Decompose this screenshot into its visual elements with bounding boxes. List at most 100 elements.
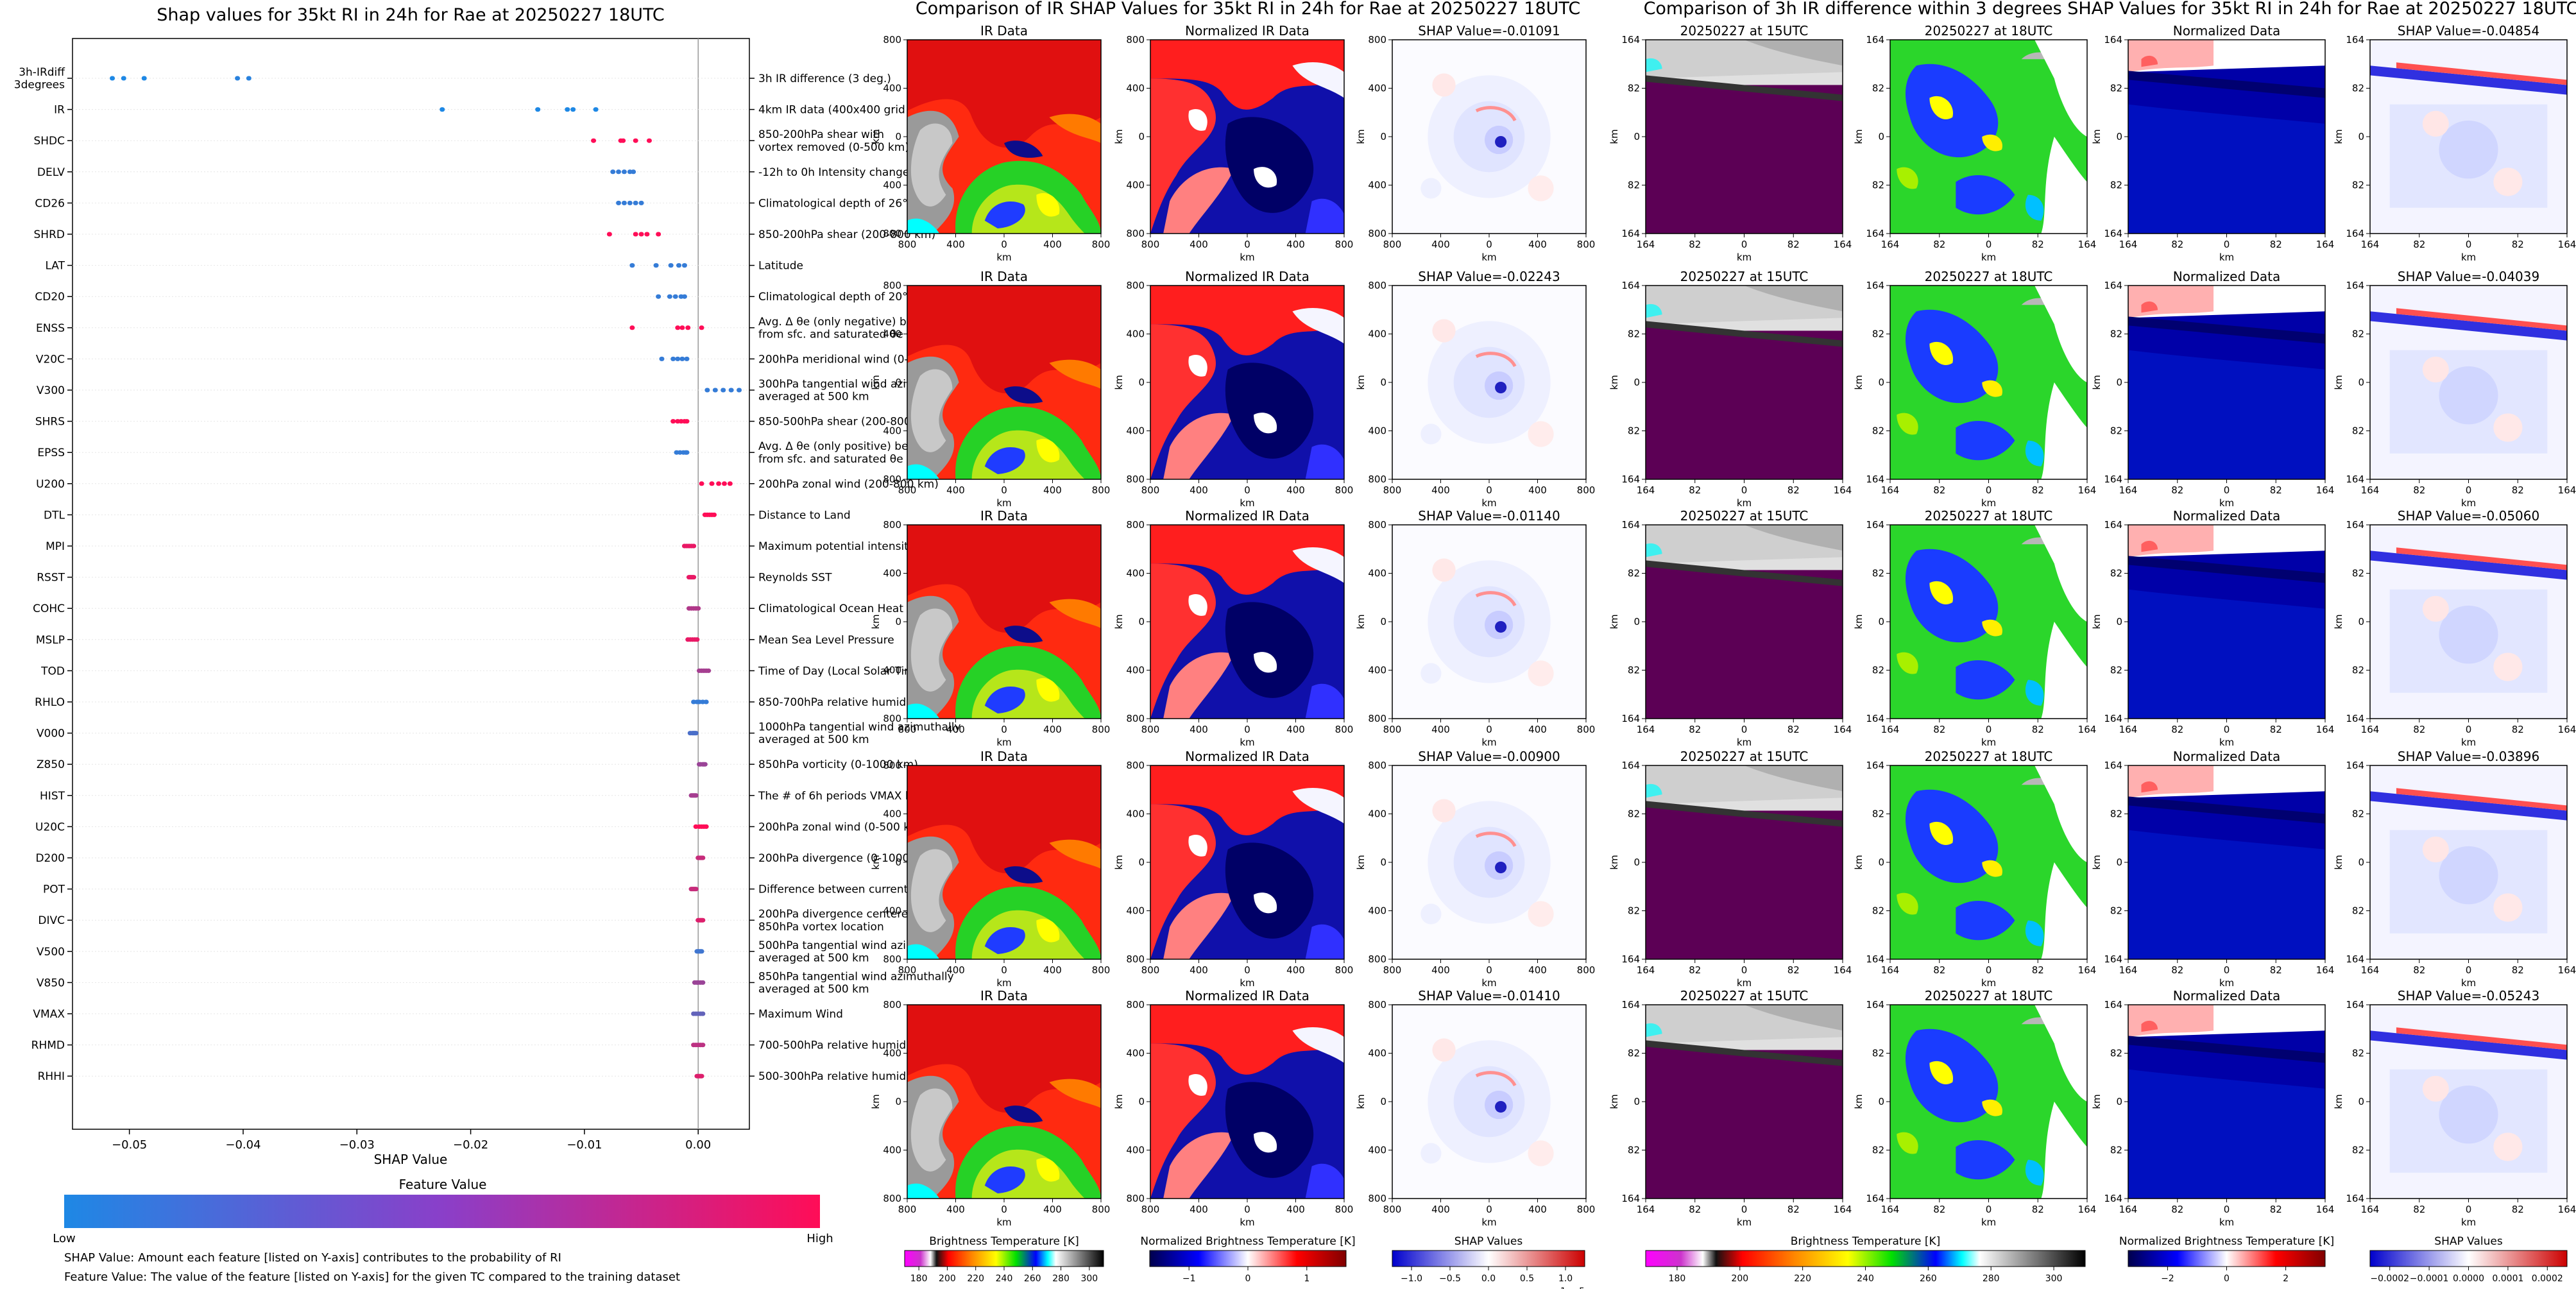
feature-name-epss: EPSS	[37, 447, 65, 459]
map-xtick-label: 164	[2078, 239, 2097, 250]
map-panel	[907, 525, 1101, 719]
map-xtick-label: 0	[2224, 964, 2230, 976]
map-ytick-label: 164	[2104, 999, 2122, 1011]
feature-name-u20c: U20C	[35, 821, 65, 833]
map-image	[1392, 40, 1586, 234]
feature-name-v500-line: V500	[37, 946, 65, 959]
map-ytick-label: 82	[2352, 808, 2364, 820]
shap-note: SHAP Value: Amount each feature [listed …	[64, 1251, 561, 1265]
map-ytick-label: 82	[1628, 905, 1640, 917]
map-xlabel: km	[1737, 497, 1752, 509]
feature-desc-line: Latitude	[758, 260, 803, 273]
map-xtick-label: 164	[2078, 724, 2097, 735]
map-xtick-label: 82	[2270, 1204, 2282, 1215]
map-image	[1150, 765, 1344, 959]
shap-point	[691, 543, 697, 549]
colorbar-tick-label: 260	[1920, 1274, 1937, 1284]
left-title: Shap values for 35kt RI in 24h for Rae a…	[157, 5, 665, 25]
shap-point	[621, 200, 627, 205]
feature-name-hist-line: HIST	[40, 790, 65, 803]
beeswarm-plot: −0.05 −0.04 −0.03 −0.02 −0.01 0.00 3h-IRdiff 3d…	[14, 38, 1021, 1152]
x-tick-label: −0.02	[453, 1138, 488, 1152]
map-xlabel: km	[1240, 737, 1254, 748]
map-image	[2370, 525, 2567, 719]
map-ytick-label: 800	[1368, 474, 1386, 485]
map-xlabel: km	[1737, 1216, 1752, 1228]
map-ytick-label: 400	[1126, 665, 1145, 676]
feature-desc-line: 300hPa tangential wind azimuthally	[758, 378, 954, 391]
map-ytick-label: 82	[2110, 1145, 2122, 1156]
map-xtick-label: 0	[1244, 964, 1250, 976]
map-ytick-label: 164	[2104, 713, 2122, 724]
map-ylabel: km	[1853, 1094, 1864, 1109]
map-panel	[907, 1005, 1101, 1199]
map-xtick-label: 82	[1689, 964, 1701, 976]
feature-desc-line: 850hPa tangential wind azimuthally	[758, 970, 954, 983]
feature-name-v000: V000	[37, 728, 65, 740]
map-ytick-label: 164	[2346, 34, 2364, 46]
map-xlabel: km	[1981, 252, 1996, 263]
map-ylabel: km	[1355, 614, 1367, 629]
shap-point	[629, 325, 635, 330]
map-panel	[2128, 525, 2325, 719]
map-title: Normalized Data	[2173, 23, 2281, 38]
map-xtick-label: 82	[1689, 239, 1701, 250]
colorbar-label: SHAP Values	[2434, 1235, 2503, 1248]
map-xtick-label: 164	[1881, 724, 1900, 735]
map-ytick-label: 82	[1628, 180, 1640, 191]
map-ytick-label: 82	[1872, 83, 1884, 94]
shap-point	[699, 481, 704, 486]
map-xtick-label: 82	[2413, 724, 2425, 735]
middle-title: Comparison of IR SHAP Values for 35kt RI…	[916, 0, 1580, 19]
feature-desc: 200hPa divergence (0-1000 km)	[758, 852, 934, 865]
feature-name-cd26-line: CD26	[35, 197, 65, 210]
shap-point	[621, 169, 627, 175]
map-ytick-label: 0	[1380, 377, 1386, 388]
map-ytick-label: 82	[2110, 568, 2122, 579]
map-ylabel: km	[870, 614, 882, 629]
feature-name-vmax: VMAX	[33, 1008, 65, 1021]
map-xtick-label: 400	[1431, 964, 1450, 976]
map-xtick-label: 400	[1528, 239, 1547, 250]
map-xlabel: km	[2219, 737, 2234, 748]
map-ytick-label: 400	[1368, 83, 1386, 94]
map-ytick-label: 82	[1628, 665, 1640, 676]
feature-name-delv: DELV	[37, 166, 65, 179]
map-ytick-label: 400	[883, 905, 901, 917]
beeswarm-xlabel: SHAP Value	[374, 1152, 448, 1167]
map-image	[2128, 40, 2325, 234]
map-panel	[1392, 525, 1586, 719]
map-image	[1392, 525, 1586, 719]
map-ytick-label: 164	[2346, 713, 2364, 724]
map-xtick-label: 164	[2316, 484, 2335, 496]
map-image	[1646, 40, 1843, 234]
map-ytick-label: 400	[1368, 329, 1386, 340]
shap-point	[646, 138, 652, 143]
map-ytick-label: 800	[883, 228, 901, 239]
map-image	[2370, 1005, 2567, 1199]
map-ytick-label: 0	[2116, 377, 2122, 388]
map-xtick-label: 82	[1933, 484, 1945, 496]
colorbar-tick-label: 0	[2224, 1274, 2230, 1284]
map-xtick-label: 400	[1286, 484, 1305, 496]
map-title: IR Data	[980, 749, 1028, 764]
feature-name-divc: DIVC	[38, 914, 65, 927]
shap-point	[670, 419, 676, 424]
map-ytick-label: 800	[1368, 1193, 1386, 1204]
map-ylabel: km	[1853, 855, 1864, 869]
feature-desc-line: Mean Sea Level Pressure	[758, 634, 894, 647]
feature-desc: 200hPa divergence centered at 850hPa vort…	[758, 908, 930, 934]
map-xtick-label: 82	[2512, 724, 2524, 735]
map-ytick-label: 82	[1628, 329, 1640, 340]
shap-point	[627, 200, 633, 205]
map-title: SHAP Value=-0.04854	[2398, 23, 2539, 38]
shap-point	[728, 388, 734, 393]
map-panel	[2370, 765, 2567, 959]
colorbar-tick-label: 220	[1794, 1274, 1811, 1284]
ir-colorbars: Brightness Temperature [K] 180 200 220 240 26…	[904, 1235, 1585, 1289]
shap-point	[638, 200, 644, 205]
colorbar	[2369, 1250, 2568, 1267]
map-ytick-label: 164	[2346, 474, 2364, 485]
map-ytick-label: 800	[1368, 280, 1386, 291]
map-ytick-label: 400	[1368, 1048, 1386, 1059]
